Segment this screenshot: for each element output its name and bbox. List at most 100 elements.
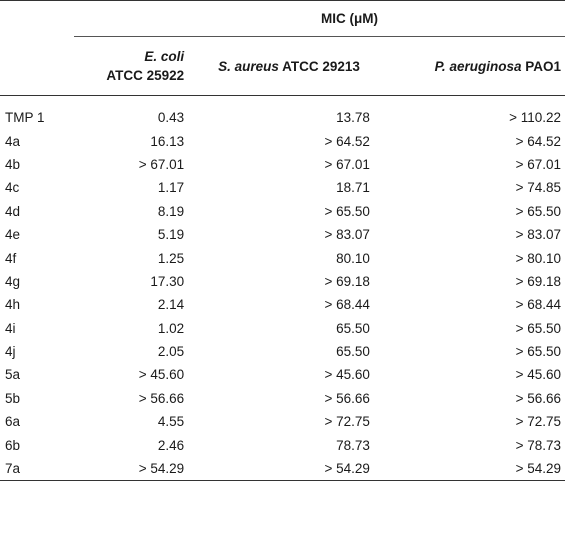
compound-cell: 4e bbox=[5, 227, 21, 243]
compound-cell: 4h bbox=[5, 297, 21, 313]
ecoli-mic-cell: > 45.60 bbox=[138, 367, 185, 383]
saureus-mic-cell: > 69.18 bbox=[324, 273, 370, 289]
header-group-row: MIC (μM) bbox=[0, 0, 565, 37]
saureus-mic-cell: > 45.60 bbox=[324, 367, 370, 383]
ecoli-mic-cell: 8.19 bbox=[157, 203, 185, 219]
ecoli-mic-cell: 16.13 bbox=[150, 133, 185, 149]
saureus-mic-cell: 65.50 bbox=[336, 344, 370, 360]
saureus-mic-cell: 18.71 bbox=[336, 180, 370, 196]
compound-cell: 4d bbox=[5, 203, 21, 219]
table-row: 4c 1.17 18.71 > 74.85 bbox=[0, 176, 565, 199]
mic-table: MIC (μM) E. coli ATCC 25922 S. aureus AT… bbox=[0, 0, 565, 482]
paeruginosa-strain-label: PAO1 bbox=[525, 58, 561, 74]
compound-cell: 4j bbox=[5, 344, 16, 360]
table-row: 4h 2.14 > 68.44 > 68.44 bbox=[0, 293, 565, 316]
paeruginosa-mic-cell: > 69.18 bbox=[515, 273, 561, 289]
ecoli-mic-cell: 0.43 bbox=[157, 110, 185, 126]
compound-cell: 4f bbox=[5, 250, 17, 266]
table-row: 5b > 56.66 > 56.66 > 56.66 bbox=[0, 387, 565, 410]
compound-cell: 7a bbox=[5, 461, 21, 477]
ecoli-mic-cell: 1.17 bbox=[157, 180, 185, 196]
table-row: 4f 1.25 80.10 > 80.10 bbox=[0, 246, 565, 269]
saureus-mic-cell: > 65.50 bbox=[324, 203, 370, 219]
paeruginosa-mic-cell: > 78.73 bbox=[515, 437, 561, 453]
table-row: 4a 16.13 > 64.52 > 64.52 bbox=[0, 129, 565, 152]
paeruginosa-mic-cell: > 74.85 bbox=[515, 180, 561, 196]
paeruginosa-mic-cell: > 67.01 bbox=[515, 156, 561, 172]
saureus-mic-cell: 65.50 bbox=[336, 320, 370, 336]
ecoli-mic-cell: 1.25 bbox=[157, 250, 185, 266]
compound-cell: 4b bbox=[5, 156, 21, 172]
table-row: 4d 8.19 > 65.50 > 65.50 bbox=[0, 200, 565, 223]
paeruginosa-mic-cell: > 72.75 bbox=[515, 414, 561, 430]
saureus-strain-label: ATCC 29213 bbox=[282, 58, 360, 74]
saureus-mic-cell: > 56.66 bbox=[324, 390, 370, 406]
mic-group-heading: MIC (μM) bbox=[320, 11, 378, 26]
paeruginosa-mic-cell: > 56.66 bbox=[515, 390, 561, 406]
column-header-paeruginosa: P. aeruginosa PAO1 bbox=[370, 37, 565, 96]
compound-cell: 6a bbox=[5, 414, 21, 430]
table-row: 5a > 45.60 > 45.60 > 45.60 bbox=[0, 363, 565, 386]
header-column-row: E. coli ATCC 25922 S. aureus ATCC 29213 … bbox=[0, 37, 565, 96]
paeruginosa-mic-cell: > 65.50 bbox=[515, 320, 561, 336]
saureus-mic-cell: > 83.07 bbox=[324, 227, 370, 243]
ecoli-mic-cell: > 54.29 bbox=[138, 461, 185, 477]
header-compound-cell bbox=[0, 37, 74, 96]
header-empty-cell bbox=[0, 1, 74, 37]
table-row: 4g 17.30 > 69.18 > 69.18 bbox=[0, 270, 565, 293]
compound-cell: TMP 1 bbox=[5, 110, 45, 126]
paeruginosa-mic-cell: > 64.52 bbox=[515, 133, 561, 149]
ecoli-mic-cell: > 67.01 bbox=[138, 156, 185, 172]
group-underline bbox=[73, 36, 565, 37]
compound-cell: 5b bbox=[5, 390, 21, 406]
compound-cell: 4a bbox=[5, 133, 21, 149]
header-group-underline-row bbox=[0, 36, 565, 37]
saureus-mic-cell: > 68.44 bbox=[324, 297, 370, 313]
paeruginosa-mic-cell: > 110.22 bbox=[509, 110, 561, 126]
compound-cell: 4i bbox=[5, 320, 16, 336]
compound-cell: 6b bbox=[5, 437, 21, 453]
ecoli-mic-cell: 4.55 bbox=[157, 414, 185, 430]
compound-cell: 5a bbox=[5, 367, 21, 383]
table-row: 6a 4.55 > 72.75 > 72.75 bbox=[0, 410, 565, 433]
table-row: TMP 1 0.43 13.78 > 110.22 bbox=[0, 106, 565, 129]
ecoli-mic-cell: 1.02 bbox=[157, 320, 185, 336]
ecoli-species-label: E. coli bbox=[144, 49, 185, 64]
ecoli-mic-cell: 2.46 bbox=[157, 437, 185, 453]
table-row: 6b 2.46 78.73 > 78.73 bbox=[0, 433, 565, 456]
compound-cell: 4g bbox=[5, 273, 21, 289]
paeruginosa-mic-cell: > 54.29 bbox=[515, 461, 561, 477]
saureus-species-label: S. aureus bbox=[218, 58, 279, 74]
table-row: 4e 5.19 > 83.07 > 83.07 bbox=[0, 223, 565, 246]
paeruginosa-mic-cell: > 80.10 bbox=[515, 250, 561, 266]
table-row: 7a > 54.29 > 54.29 > 54.29 bbox=[0, 457, 565, 481]
ecoli-mic-cell: 5.19 bbox=[157, 227, 185, 243]
saureus-mic-cell: 13.78 bbox=[336, 110, 370, 126]
saureus-mic-cell: > 72.75 bbox=[324, 414, 370, 430]
saureus-mic-cell: 78.73 bbox=[336, 437, 370, 453]
ecoli-mic-cell: 2.14 bbox=[157, 297, 185, 313]
column-header-ecoli: E. coli ATCC 25922 bbox=[74, 37, 184, 96]
paeruginosa-species-label: P. aeruginosa bbox=[434, 58, 522, 74]
paeruginosa-mic-cell: > 65.50 bbox=[515, 203, 561, 219]
table-bottom-rule bbox=[0, 480, 565, 482]
table-body: TMP 1 0.43 13.78 > 110.22 4a 16.13 > 64.52 > 64… bbox=[0, 96, 565, 482]
saureus-mic-cell: > 54.29 bbox=[324, 461, 370, 477]
paeruginosa-mic-cell: > 65.50 bbox=[515, 344, 561, 360]
ecoli-strain-label: ATCC 25922 bbox=[106, 68, 185, 83]
table-row: 4b > 67.01 > 67.01 > 67.01 bbox=[0, 153, 565, 176]
saureus-mic-cell: 80.10 bbox=[336, 250, 370, 266]
saureus-mic-cell: > 64.52 bbox=[324, 133, 370, 149]
ecoli-mic-cell: 2.05 bbox=[157, 344, 185, 360]
table-row: 4j 2.05 65.50 > 65.50 bbox=[0, 340, 565, 363]
column-header-saureus: S. aureus ATCC 29213 bbox=[184, 37, 370, 96]
ecoli-mic-cell: 17.30 bbox=[150, 273, 185, 289]
table-row: 4i 1.02 65.50 > 65.50 bbox=[0, 317, 565, 340]
table-header: MIC (μM) E. coli ATCC 25922 S. aureus AT… bbox=[0, 0, 565, 96]
compound-cell: 4c bbox=[5, 180, 20, 196]
paeruginosa-mic-cell: > 83.07 bbox=[515, 227, 561, 243]
paeruginosa-mic-cell: > 68.44 bbox=[515, 297, 561, 313]
saureus-mic-cell: > 67.01 bbox=[324, 156, 370, 172]
ecoli-mic-cell: > 56.66 bbox=[138, 390, 185, 406]
